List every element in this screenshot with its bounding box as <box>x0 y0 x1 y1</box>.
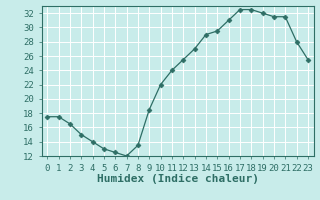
X-axis label: Humidex (Indice chaleur): Humidex (Indice chaleur) <box>97 174 259 184</box>
